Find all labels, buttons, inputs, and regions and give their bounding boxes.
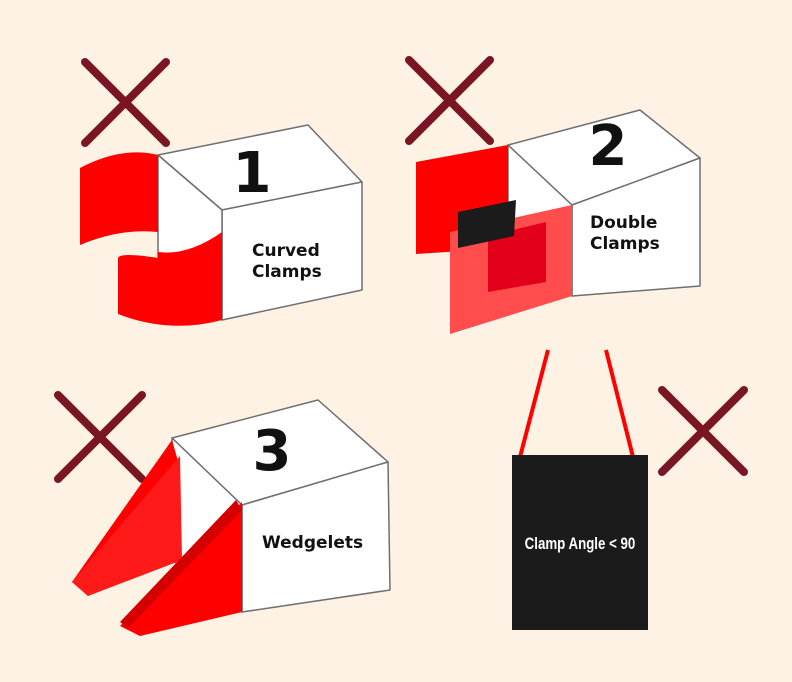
panel-number: 2 <box>589 114 628 179</box>
double-clamp <box>416 145 572 334</box>
bag-body <box>512 455 648 630</box>
wedge-right-edge <box>120 500 242 628</box>
panel-curved-clamps: 1 Curved Clamps <box>80 58 363 326</box>
panel-label-line1: Double <box>590 213 657 233</box>
panel-clamp-angle: Clamp Angle < 90 <box>512 349 748 630</box>
panel-wedgelets: 3 Wedgelets <box>54 391 391 636</box>
panel-label: Wedgelets <box>262 533 363 553</box>
clamp-inner-shade <box>488 222 546 292</box>
panel-double-clamps: 2 Double Clamps <box>405 56 701 334</box>
wedgelets <box>72 440 242 636</box>
bag-strap <box>518 349 635 458</box>
bag-text: Clamp Angle < 90 <box>525 535 636 554</box>
curved-clamp <box>80 152 222 326</box>
clamp-overlap <box>458 200 516 248</box>
panel-number: 3 <box>253 419 292 484</box>
panel-label-line1: Curved <box>252 241 320 261</box>
wedge-left-face <box>72 456 182 596</box>
panel-label-line2: Clamps <box>252 262 322 282</box>
cross-icon <box>405 56 494 145</box>
cross-icon <box>81 58 170 147</box>
cross-icon <box>658 386 748 476</box>
panel-number: 1 <box>233 141 272 206</box>
panel-label-line2: Clamps <box>590 234 660 254</box>
cross-icon <box>54 391 146 483</box>
